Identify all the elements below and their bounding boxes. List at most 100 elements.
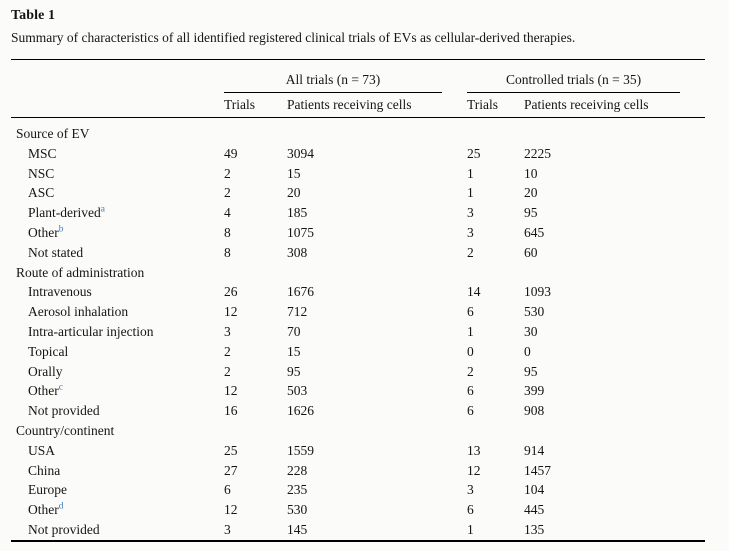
table-row: Plant-deriveda 4 185 3 95 — [11, 203, 705, 223]
row-label: Otherb — [11, 223, 224, 243]
table-row: Otherc 12 503 6 399 — [11, 381, 705, 401]
table-row: China 27 228 12 1457 — [11, 461, 705, 481]
cell-value: 12 — [224, 304, 238, 320]
table-row: Not stated 8 308 2 60 — [11, 243, 705, 263]
cell-value: 3 — [467, 482, 474, 498]
cell-value: 399 — [524, 383, 545, 399]
cell-value: 1 — [467, 185, 474, 201]
row-label: Orally — [11, 362, 224, 382]
cell-value: 2 — [467, 244, 474, 260]
row-label-text: Other — [28, 383, 59, 399]
row-label-text: Not stated — [28, 244, 84, 260]
group-header-label: Controlled trials (n = 35) — [467, 72, 681, 93]
cell-value: 12 — [224, 502, 238, 518]
cell-value: 145 — [287, 521, 308, 537]
table-row: Topical 2 15 0 0 — [11, 342, 705, 362]
cell-value: 3 — [224, 323, 231, 339]
clinical-trials-table: All trials (n = 73) Controlled trials (n… — [11, 59, 706, 542]
cell-value: 0 — [524, 343, 531, 359]
cell-value: 503 — [287, 383, 308, 399]
row-label: Not provided — [11, 520, 224, 541]
cell-value: 1457 — [524, 462, 552, 478]
cell-value: 1676 — [287, 284, 314, 300]
table-row: Orally 2 95 2 95 — [11, 362, 705, 382]
section-header-row: Source of EV — [11, 118, 705, 144]
cell-value: 3094 — [287, 145, 314, 161]
cell-value: 530 — [524, 304, 545, 320]
cell-value: 185 — [287, 205, 308, 221]
cell-value: 6 — [467, 502, 474, 518]
section-header: Source of EV — [16, 126, 90, 141]
empty-corner-cell — [11, 92, 224, 118]
cell-value: 6 — [467, 403, 474, 419]
cell-value: 2225 — [524, 145, 552, 161]
table-row: USA 25 1559 13 914 — [11, 441, 705, 461]
cell-value: 15 — [287, 165, 301, 181]
cell-value: 6 — [224, 482, 231, 498]
subheader-patients-controlled: Patients receiving cells — [524, 92, 706, 118]
table-row: Not provided 16 1626 6 908 — [11, 401, 705, 421]
cell-value: 16 — [224, 403, 238, 419]
cell-value: 95 — [524, 363, 538, 379]
cell-value: 15 — [287, 343, 301, 359]
cell-value: 445 — [524, 502, 545, 518]
cell-value: 308 — [287, 244, 308, 260]
cell-value: 60 — [524, 244, 538, 260]
cell-value: 235 — [287, 482, 308, 498]
table-row: Aerosol inhalation 12 712 6 530 — [11, 302, 705, 322]
cell-value: 70 — [287, 323, 301, 339]
cell-value: 13 — [467, 442, 481, 458]
row-label-text: Topical — [28, 343, 69, 359]
subheader-trials-controlled: Trials — [467, 92, 525, 118]
row-label: ASC — [11, 183, 224, 203]
cell-value: 49 — [224, 145, 238, 161]
cell-value: 914 — [524, 442, 545, 458]
row-label: Aerosol inhalation — [11, 302, 224, 322]
table-number-title: Table 1 — [11, 8, 56, 23]
row-label-text: Aerosol inhalation — [28, 304, 129, 320]
row-label-text: China — [28, 462, 61, 478]
row-label: Intravenous — [11, 282, 224, 302]
row-label-text: USA — [28, 442, 56, 458]
row-label-text: Orally — [28, 363, 63, 379]
cell-value: 12 — [467, 462, 481, 478]
row-label-text: Other — [28, 502, 59, 518]
cell-value: 2 — [224, 165, 231, 181]
row-label-text: Not provided — [28, 403, 100, 419]
row-label-text: Not provided — [28, 521, 100, 537]
cell-value: 27 — [224, 462, 238, 478]
row-label: Otherc — [11, 381, 224, 401]
row-label: MSC — [11, 144, 224, 164]
table-row: Not provided 3 145 1 135 — [11, 520, 705, 541]
cell-value: 3 — [224, 521, 231, 537]
table-row: Intra-articular injection 3 70 1 30 — [11, 322, 705, 342]
row-label: China — [11, 461, 224, 481]
cell-value: 6 — [467, 383, 474, 399]
cell-value: 2 — [224, 343, 231, 359]
row-label: Europe — [11, 480, 224, 500]
row-label-text: Intravenous — [28, 284, 92, 300]
cell-value: 228 — [287, 462, 308, 478]
cell-value: 95 — [524, 205, 538, 221]
cell-value: 8 — [224, 224, 231, 240]
table-row: Otherb 8 1075 3 645 — [11, 223, 705, 243]
section-header-row: Route of administration — [11, 263, 705, 283]
row-label: Not provided — [11, 401, 224, 421]
section-header: Route of administration — [16, 264, 145, 280]
cell-value: 1093 — [524, 284, 552, 300]
cell-value: 20 — [524, 185, 538, 201]
table-row: Europe 6 235 3 104 — [11, 480, 705, 500]
cell-value: 26 — [224, 284, 238, 300]
cell-value: 1 — [467, 165, 474, 181]
row-label: Otherd — [11, 500, 224, 520]
cell-value: 530 — [287, 502, 308, 518]
footnote-marker: b — [58, 224, 64, 235]
cell-value: 135 — [524, 521, 545, 537]
subheader-patients-all: Patients receiving cells — [287, 92, 468, 118]
cell-value: 14 — [467, 284, 481, 300]
row-label: Intra-articular injection — [11, 322, 224, 342]
group-header-row: All trials (n = 73) Controlled trials (n… — [11, 60, 705, 93]
row-label-text: NSC — [28, 165, 55, 181]
